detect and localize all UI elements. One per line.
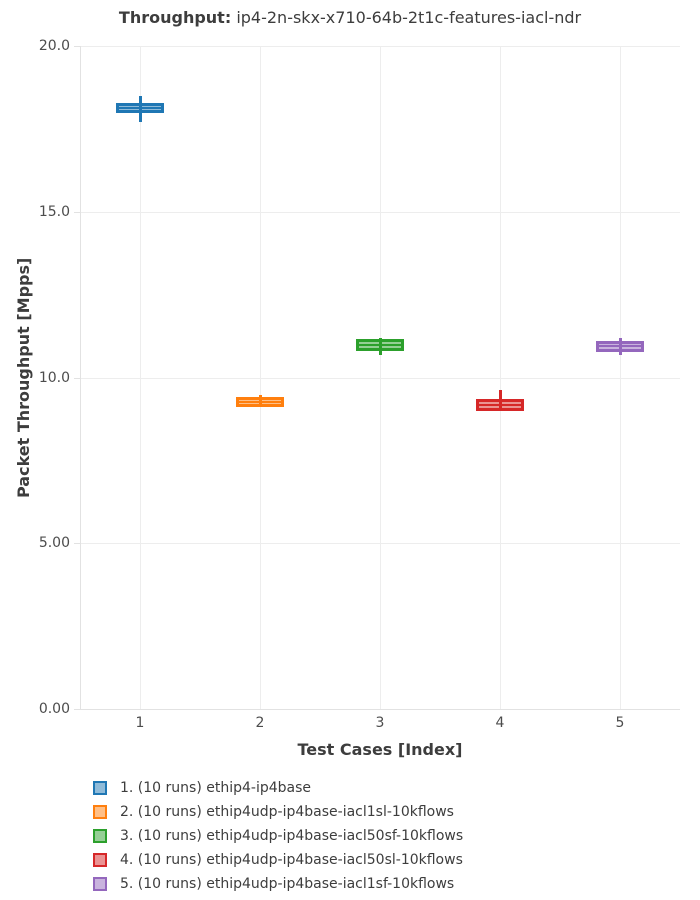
median-line xyxy=(359,344,401,346)
box-testcase-5[interactable] xyxy=(596,337,644,355)
chart-title-prefix: Throughput: xyxy=(118,8,232,27)
chart-title-suffix: ip4-2n-skx-x710-64b-2t1c-features-iacl-n… xyxy=(236,8,582,27)
legend-item-5[interactable]: 5. (10 runs) ethip4udp-ip4base-iacl1sf-1… xyxy=(93,872,463,896)
legend: 1. (10 runs) ethip4-ip4base 2. (10 runs) … xyxy=(93,776,463,896)
legend-swatch-icon xyxy=(93,781,107,795)
legend-item-1[interactable]: 1. (10 runs) ethip4-ip4base xyxy=(93,776,463,800)
legend-label: 5. (10 runs) ethip4udp-ip4base-iacl1sf-1… xyxy=(120,876,455,892)
y-tick-label: 0.00 xyxy=(38,701,70,717)
x-tick-label: 1 xyxy=(135,715,145,731)
legend-swatch-icon xyxy=(93,805,107,819)
y-tick-label: 15.0 xyxy=(38,204,70,220)
x-tick-label: 5 xyxy=(615,715,625,731)
x-axis-title: Test Cases [Index] xyxy=(297,740,463,759)
y-tick-label: 20.0 xyxy=(38,38,70,54)
y-tickmark xyxy=(74,212,80,213)
x-gridline xyxy=(380,46,381,709)
y-tick-label: 10.0 xyxy=(38,370,70,386)
median-line xyxy=(119,106,161,109)
legend-swatch-icon xyxy=(93,829,107,843)
x-axis-line xyxy=(80,709,680,710)
box-testcase-4[interactable] xyxy=(476,390,524,412)
median-line xyxy=(599,345,641,347)
legend-label: 1. (10 runs) ethip4-ip4base xyxy=(120,780,312,796)
y-tickmark xyxy=(74,543,80,544)
x-tick-label: 2 xyxy=(255,715,265,731)
legend-label: 3. (10 runs) ethip4udp-ip4base-iacl50sf-… xyxy=(120,828,464,844)
median-line xyxy=(479,403,521,406)
x-gridline xyxy=(620,46,621,709)
box-testcase-1[interactable] xyxy=(116,96,164,122)
legend-label: 2. (10 runs) ethip4udp-ip4base-iacl1sl-1… xyxy=(120,804,454,820)
median-line xyxy=(239,401,281,404)
box-testcase-3[interactable] xyxy=(356,338,404,355)
x-gridline xyxy=(500,46,501,709)
legend-swatch-icon xyxy=(93,853,107,867)
y-tickmark xyxy=(74,46,80,47)
box-testcase-2[interactable] xyxy=(236,395,284,408)
legend-item-2[interactable]: 2. (10 runs) ethip4udp-ip4base-iacl1sl-1… xyxy=(93,800,463,824)
x-tick-label: 4 xyxy=(495,715,505,731)
x-gridline xyxy=(260,46,261,709)
legend-label: 4. (10 runs) ethip4udp-ip4base-iacl50sl-… xyxy=(120,852,463,868)
legend-item-3[interactable]: 3. (10 runs) ethip4udp-ip4base-iacl50sf-… xyxy=(93,824,463,848)
x-gridline xyxy=(140,46,141,709)
y-tickmark xyxy=(74,378,80,379)
legend-swatch-icon xyxy=(93,877,107,891)
y-axis-line xyxy=(80,46,81,709)
y-tick-label: 5.00 xyxy=(38,535,70,551)
x-tick-label: 3 xyxy=(375,715,385,731)
y-tickmark xyxy=(74,709,80,710)
legend-item-4[interactable]: 4. (10 runs) ethip4udp-ip4base-iacl50sl-… xyxy=(93,848,463,872)
chart-title: Throughput: ip4-2n-skx-x710-64b-2t1c-fea… xyxy=(0,8,700,27)
